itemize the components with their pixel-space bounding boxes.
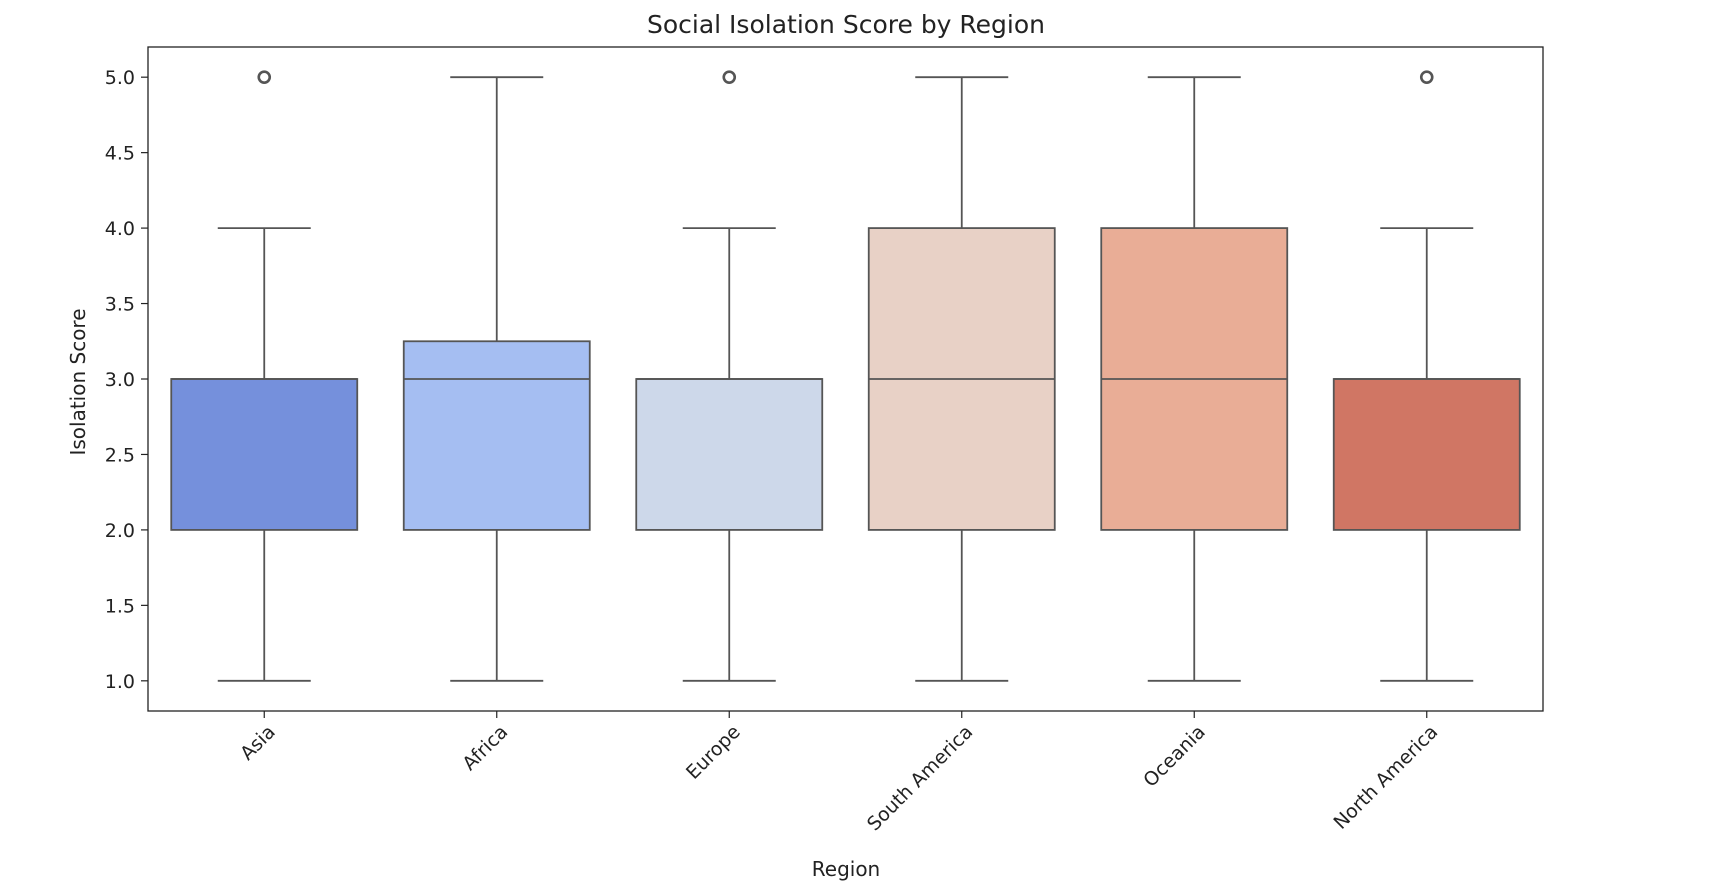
x-tick-label: Asia <box>236 721 280 765</box>
outlier-point <box>1419 70 1434 84</box>
y-tick-label: 4.0 <box>105 218 135 240</box>
box-africa <box>402 340 591 531</box>
x-tick-label: Africa <box>458 721 512 775</box>
y-axis-label: Isolation Score <box>66 308 90 455</box>
box-north-america <box>1332 378 1521 531</box>
y-tick-label: 3.5 <box>105 294 135 316</box>
box-europe <box>635 378 824 531</box>
outlier-point <box>257 70 272 84</box>
outlier-point <box>722 70 737 84</box>
y-tick-label: 3.0 <box>105 369 135 391</box>
box-asia <box>170 378 359 531</box>
y-tick-label: 1.0 <box>105 671 135 693</box>
x-tick-label: Europe <box>682 721 745 784</box>
y-tick-label: 2.5 <box>105 444 135 466</box>
x-tick-label: South America <box>863 721 977 835</box>
y-tick-label: 5.0 <box>105 67 135 89</box>
y-tick-label: 1.5 <box>105 595 135 617</box>
x-axis-label: Region <box>812 857 880 881</box>
chart-title: Social Isolation Score by Region <box>647 10 1045 39</box>
plot-area: 1.0 1.5 2.0 2.5 3.0 3.5 4.0 4.5 5.0 Asia Africa Eur… <box>105 46 1544 835</box>
x-tick-label: Oceania <box>1139 721 1210 792</box>
y-tick-label: 2.0 <box>105 520 135 542</box>
y-tick-label: 4.5 <box>105 143 135 165</box>
x-tick-label: North America <box>1329 721 1442 834</box>
